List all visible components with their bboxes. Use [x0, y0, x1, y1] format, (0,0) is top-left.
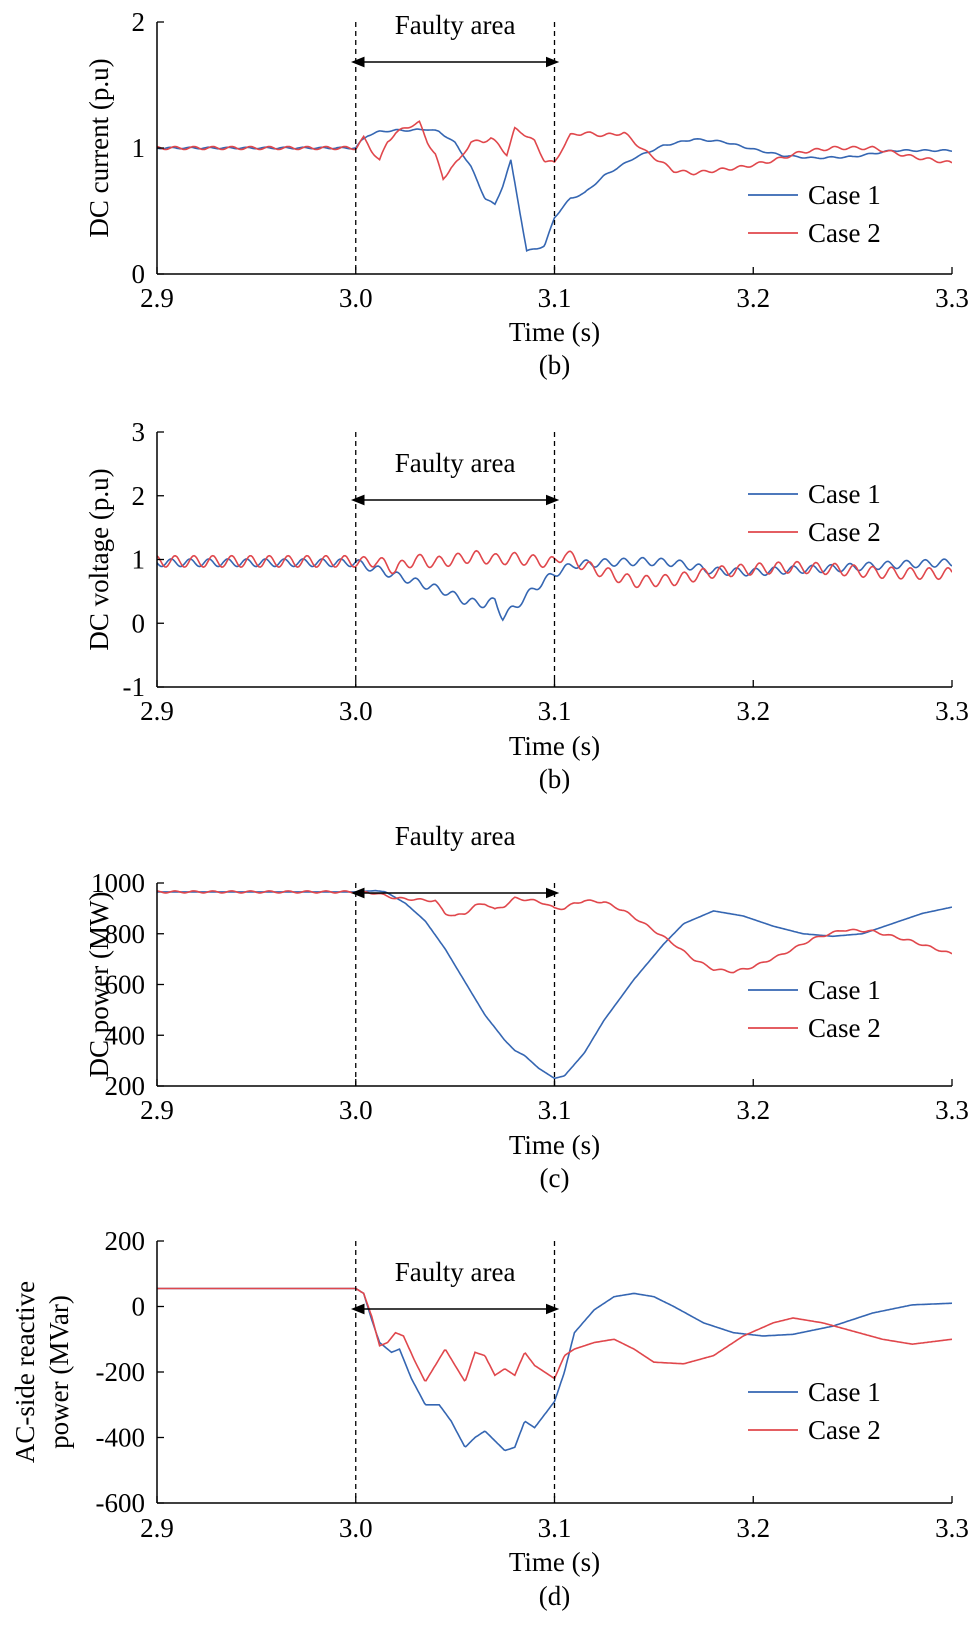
y-tick-label: -600 [96, 1488, 146, 1518]
legend-label-case-1: Case 1 [808, 975, 881, 1005]
legend-label-case-1: Case 1 [808, 479, 881, 509]
y-tick-label: 1 [132, 133, 146, 163]
x-tick-label: 3.3 [935, 1513, 969, 1543]
x-tick-label: 3.2 [736, 1513, 770, 1543]
x-tick-label: 3.1 [538, 1513, 572, 1543]
y-tick-label: 2 [132, 481, 146, 511]
x-tick-label: 2.9 [140, 283, 174, 313]
panel-caption: (b) [539, 764, 570, 794]
x-tick-label: 3.0 [339, 1095, 373, 1125]
x-tick-label: 3.2 [736, 696, 770, 726]
y-tick-label: 0 [132, 608, 146, 638]
series-line-case-2 [157, 120, 952, 181]
faulty-area-label: Faulty area [395, 448, 516, 478]
y-axis-title: DC current (p.u) [84, 58, 114, 237]
x-tick-label: 2.9 [140, 696, 174, 726]
legend-label-case-2: Case 2 [808, 1013, 881, 1043]
faulty-area-label: Faulty area [395, 821, 516, 851]
y-axis-title-line: AC-side reactive [10, 1281, 40, 1463]
legend-label-case-2: Case 2 [808, 517, 881, 547]
x-axis-title: Time (s) [509, 1547, 600, 1577]
legend-label-case-1: Case 1 [808, 180, 881, 210]
y-axis-title: DC power (MW) [84, 892, 114, 1078]
x-tick-label: 3.1 [538, 696, 572, 726]
legend-label-case-2: Case 2 [808, 1415, 881, 1445]
y-tick-label: 1000 [91, 868, 145, 898]
series-line-case-1 [157, 128, 952, 252]
series-line-case-2 [157, 890, 952, 974]
x-tick-label: 3.3 [935, 283, 969, 313]
y-tick-label: 0 [132, 259, 146, 289]
chart-panel-1: 2.9 3.0 3.1 3.2 3.3 0 1 2 Faulty area Case 1 Case … [84, 7, 969, 380]
x-tick-label: 3.0 [339, 696, 373, 726]
x-tick-label: 3.1 [538, 1095, 572, 1125]
panel-caption: (b) [539, 350, 570, 380]
y-axis-title: DC voltage (p.u) [84, 468, 114, 650]
x-tick-label: 2.9 [140, 1513, 174, 1543]
x-tick-label: 3.1 [538, 283, 572, 313]
legend-label-case-1: Case 1 [808, 1377, 881, 1407]
y-tick-label: 400 [105, 1020, 146, 1050]
y-tick-label: -400 [96, 1423, 146, 1453]
series-line-case-1 [157, 556, 952, 622]
panel-caption: (d) [539, 1581, 570, 1611]
x-tick-label: 3.0 [339, 1513, 373, 1543]
y-axis-title-line: power (MVar) [44, 1295, 74, 1449]
x-tick-label: 3.3 [935, 1095, 969, 1125]
faulty-area-label: Faulty area [395, 1257, 516, 1287]
x-tick-label: 3.2 [736, 1095, 770, 1125]
y-tick-label: 800 [105, 919, 146, 949]
x-tick-label: 3.2 [736, 283, 770, 313]
faulty-area-label: Faulty area [395, 10, 516, 40]
x-axis-title: Time (s) [509, 1130, 600, 1160]
y-tick-label: 200 [105, 1071, 146, 1101]
chart-panel-2: 2.9 3.0 3.1 3.2 3.3 -1 0 1 2 3 Faulty area Case 1 Ca… [84, 417, 969, 794]
x-tick-label: 2.9 [140, 1095, 174, 1125]
legend-label-case-2: Case 2 [808, 218, 881, 248]
x-axis-title: Time (s) [509, 731, 600, 761]
y-tick-label: 2 [132, 7, 146, 37]
x-tick-label: 3.3 [935, 696, 969, 726]
chart-panel-3: 2.9 3.0 3.1 3.2 3.3 200 400 600 800 1000 Faulty ar… [84, 821, 969, 1193]
series-line-case-1 [157, 889, 952, 1080]
y-tick-label: 1 [132, 545, 146, 575]
y-tick-label: 200 [105, 1226, 146, 1256]
y-tick-label: 600 [105, 970, 146, 1000]
y-tick-label: -200 [96, 1357, 146, 1387]
chart-panel-4: 2.9 3.0 3.1 3.2 3.3 -600 -400 -200 0 200 Faulty ar… [10, 1226, 969, 1611]
y-axis-title: AC-side reactive power (MVar) [10, 1281, 74, 1463]
y-tick-label: 3 [132, 417, 146, 447]
panel-caption: (c) [540, 1163, 570, 1193]
x-tick-label: 3.0 [339, 283, 373, 313]
x-axis-title: Time (s) [509, 317, 600, 347]
y-tick-label: -1 [123, 672, 146, 702]
y-tick-label: 0 [132, 1292, 146, 1322]
